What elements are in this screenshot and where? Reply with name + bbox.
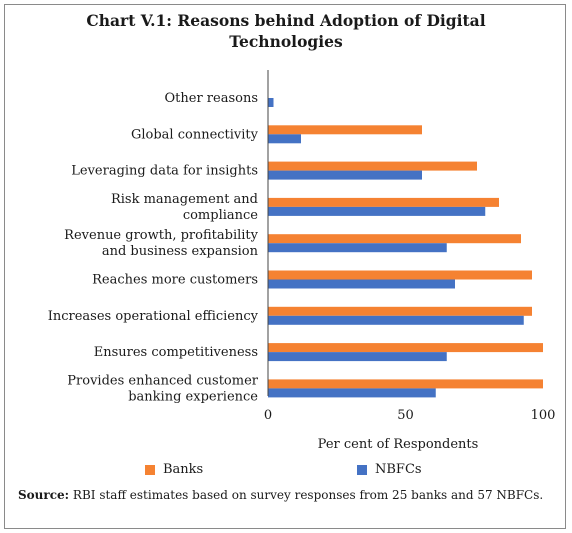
legend-label-nbfcs: NBFCs <box>375 462 422 477</box>
bar-nbfcs-7 <box>268 352 447 362</box>
category-label-line: banking experience <box>128 389 258 404</box>
bar-nbfcs-3 <box>268 206 486 216</box>
bar-banks-2 <box>268 161 477 171</box>
source-text: RBI staff estimates based on survey resp… <box>69 488 544 502</box>
legend-label-banks: Banks <box>163 462 204 477</box>
category-label-line: Risk management and <box>111 192 258 207</box>
legend-swatch-banks <box>145 464 155 475</box>
bar-nbfcs-2 <box>268 170 422 180</box>
chart-title-line-2: Technologies <box>229 32 343 51</box>
category-label-line: Other reasons <box>165 91 259 106</box>
category-label: Risk management and compliance <box>111 192 258 223</box>
category-label: Global connectivity <box>131 127 259 142</box>
bar-banks-6 <box>268 306 532 316</box>
category-label: Ensures competitiveness <box>94 345 258 360</box>
bar-banks-8 <box>268 379 543 389</box>
category-label-line: Provides enhanced customer <box>67 373 258 388</box>
plot-area: Other reasons Global connectivity Leveragi… <box>48 91 556 423</box>
bar-nbfcs-1 <box>268 134 301 144</box>
bar-banks-1 <box>268 125 422 135</box>
legend-nbfcs: NBFCs <box>357 462 422 477</box>
chart-title: Chart V.1: Reasons behind Adoption of Di… <box>0 10 572 52</box>
chart-title-line-1: Chart V.1: Reasons behind Adoption of Di… <box>86 11 486 30</box>
chart-frame <box>4 4 566 529</box>
category-label-line: Global connectivity <box>131 127 259 142</box>
bar-nbfcs-4 <box>268 243 447 253</box>
category-label-line: and business expansion <box>102 244 259 259</box>
bar-nbfcs-8 <box>268 388 436 398</box>
category-label: Other reasons <box>165 91 259 106</box>
bar-banks-3 <box>268 197 499 207</box>
category-label: Provides enhanced customer banking experi… <box>67 373 258 404</box>
legend-swatch-nbfcs <box>357 464 367 475</box>
bar-banks-4 <box>268 234 521 244</box>
x-tick-label: 0 <box>264 408 272 423</box>
bar-banks-7 <box>268 343 543 353</box>
bar-banks-5 <box>268 270 532 280</box>
bar-nbfcs-0 <box>268 98 274 107</box>
x-axis-label: Per cent of Respondents <box>318 437 479 452</box>
x-tick-label: 50 <box>397 408 414 423</box>
category-label-line: compliance <box>183 208 258 223</box>
source-note: Source: RBI staff estimates based on sur… <box>18 487 558 504</box>
category-label: Reaches more customers <box>92 273 258 288</box>
category-label-line: Leveraging data for insights <box>71 164 258 179</box>
category-label-line: Revenue growth, profitability <box>64 228 258 243</box>
category-label-line: Increases operational efficiency <box>48 309 259 324</box>
category-label-line: Reaches more customers <box>92 273 258 288</box>
bar-nbfcs-5 <box>268 279 455 289</box>
category-label-line: Ensures competitiveness <box>94 345 258 360</box>
category-label: Increases operational efficiency <box>48 309 259 324</box>
source-label: Source: <box>18 488 70 502</box>
legend-banks: Banks <box>145 462 203 477</box>
category-label: Leveraging data for insights <box>71 164 258 179</box>
category-label: Revenue growth, profitability and busines… <box>64 228 258 259</box>
bar-nbfcs-6 <box>268 315 524 325</box>
x-tick-label: 100 <box>531 408 556 423</box>
